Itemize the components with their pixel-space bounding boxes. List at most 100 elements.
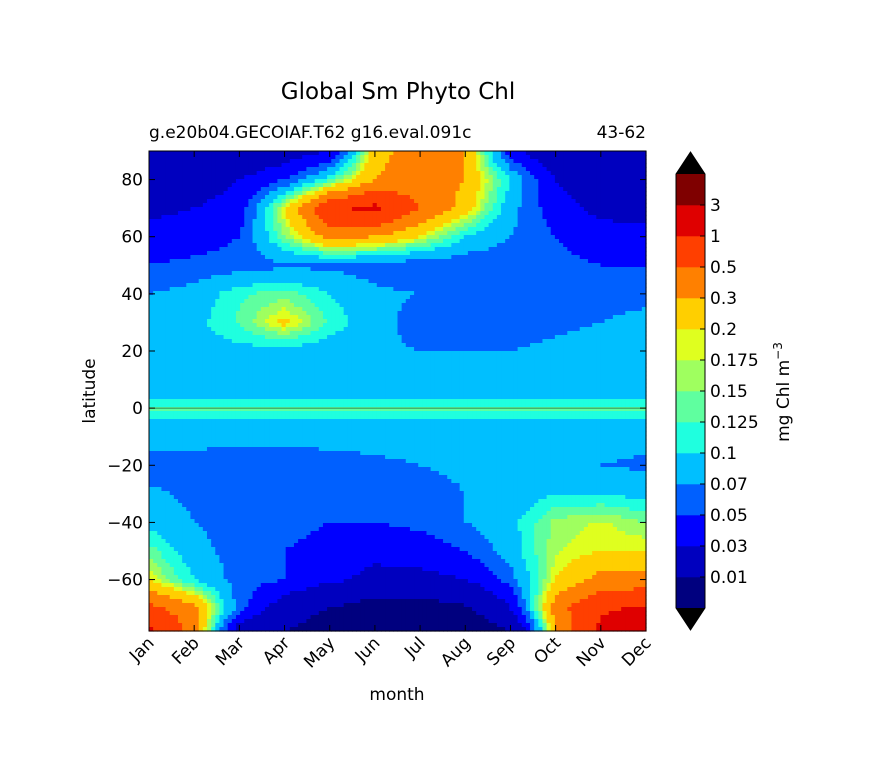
heatmap-cell (153, 275, 158, 280)
heatmap-cell (343, 207, 349, 212)
heatmap-cell (505, 271, 510, 276)
heatmap-cell (161, 179, 167, 184)
heatmap-cell (157, 235, 163, 240)
heatmap-cell (231, 167, 237, 172)
heatmap-cell (186, 171, 192, 176)
heatmap-cell (617, 171, 622, 176)
heatmap-cell (604, 155, 610, 160)
heatmap-cell (393, 215, 399, 220)
heatmap-cell (273, 243, 278, 248)
heatmap-cell (322, 259, 328, 264)
heatmap-cell (463, 167, 469, 172)
heatmap-cell (530, 263, 535, 268)
heatmap-cell (492, 219, 498, 224)
heatmap-cell (633, 267, 639, 272)
heatmap-cell (625, 255, 631, 260)
heatmap-cell (617, 203, 622, 208)
heatmap-cell (368, 239, 374, 244)
heatmap-cell (149, 159, 154, 164)
heatmap-cell (285, 303, 291, 308)
heatmap-cell (269, 247, 274, 252)
heatmap-cell (149, 315, 154, 320)
heatmap-cell (149, 191, 154, 196)
heatmap-cell (625, 155, 631, 160)
heatmap-cell (368, 179, 374, 184)
heatmap-cell (231, 243, 237, 248)
heatmap-cell (492, 235, 498, 240)
heatmap-cell (298, 283, 303, 288)
heatmap-cell (438, 155, 444, 160)
heatmap-cell (496, 191, 502, 196)
heatmap-cell (538, 299, 544, 304)
heatmap-cell (285, 271, 291, 276)
heatmap-cell (360, 219, 365, 224)
heatmap-cell (563, 195, 568, 200)
heatmap-cell (534, 239, 539, 244)
heatmap-cell (153, 195, 158, 200)
heatmap-cell (583, 259, 589, 264)
heatmap-cell (559, 279, 564, 284)
heatmap-cell (592, 187, 597, 192)
heatmap-cell (467, 231, 473, 236)
heatmap-cell (285, 231, 291, 236)
heatmap-cell (567, 155, 573, 160)
heatmap-cell (588, 231, 593, 236)
heatmap-cell (588, 163, 593, 168)
heatmap-cell (231, 279, 237, 284)
heatmap-cell (256, 311, 262, 316)
heatmap-cell (347, 211, 353, 216)
heatmap-cell (418, 223, 423, 228)
heatmap-cell (426, 231, 432, 236)
heatmap-cell (248, 295, 254, 300)
heatmap-cell (356, 283, 361, 288)
heatmap-cell (418, 239, 423, 244)
heatmap-cell (314, 255, 320, 260)
heatmap-cell (600, 299, 606, 304)
heatmap-cell (298, 247, 303, 252)
heatmap-cell (343, 191, 349, 196)
heatmap-cell (314, 179, 320, 184)
heatmap-cell (418, 263, 423, 268)
heatmap-cell (530, 219, 535, 224)
heatmap-cell (451, 171, 457, 176)
heatmap-cell (451, 167, 457, 172)
heatmap-cell (322, 311, 328, 316)
heatmap-cell (604, 199, 610, 204)
heatmap-cell (621, 295, 626, 300)
heatmap-cell (289, 239, 295, 244)
heatmap-cell (331, 203, 336, 208)
heatmap-cell (194, 307, 200, 312)
heatmap-cell (505, 247, 510, 252)
heatmap-cell (397, 227, 403, 232)
heatmap-cell (177, 167, 183, 172)
heatmap-cell (641, 247, 647, 252)
heatmap-cell (567, 163, 573, 168)
heatmap-cell (194, 155, 200, 160)
heatmap-cell (335, 247, 341, 252)
heatmap-cell (476, 191, 481, 196)
heatmap-cell (455, 179, 461, 184)
heatmap-cell (206, 315, 212, 320)
heatmap-cell (223, 219, 229, 224)
heatmap-cell (488, 255, 494, 260)
heatmap-cell (385, 211, 390, 216)
heatmap-cell (422, 211, 428, 216)
heatmap-cell (335, 271, 341, 276)
heatmap-cell (637, 159, 643, 164)
heatmap-cell (575, 203, 581, 208)
heatmap-cell (389, 199, 394, 204)
heatmap-cell (559, 163, 564, 168)
heatmap-cell (219, 303, 225, 308)
heatmap-cell (161, 243, 167, 248)
heatmap-cell (405, 171, 411, 176)
heatmap-cell (206, 287, 212, 292)
heatmap-cell (256, 299, 262, 304)
heatmap-cell (269, 203, 274, 208)
heatmap-cell (273, 171, 278, 176)
heatmap-cell (629, 251, 635, 256)
heatmap-cell (409, 247, 415, 252)
heatmap-cell (414, 215, 419, 220)
heatmap-cell (612, 227, 618, 232)
heatmap-cell (451, 219, 457, 224)
heatmap-cell (422, 219, 428, 224)
